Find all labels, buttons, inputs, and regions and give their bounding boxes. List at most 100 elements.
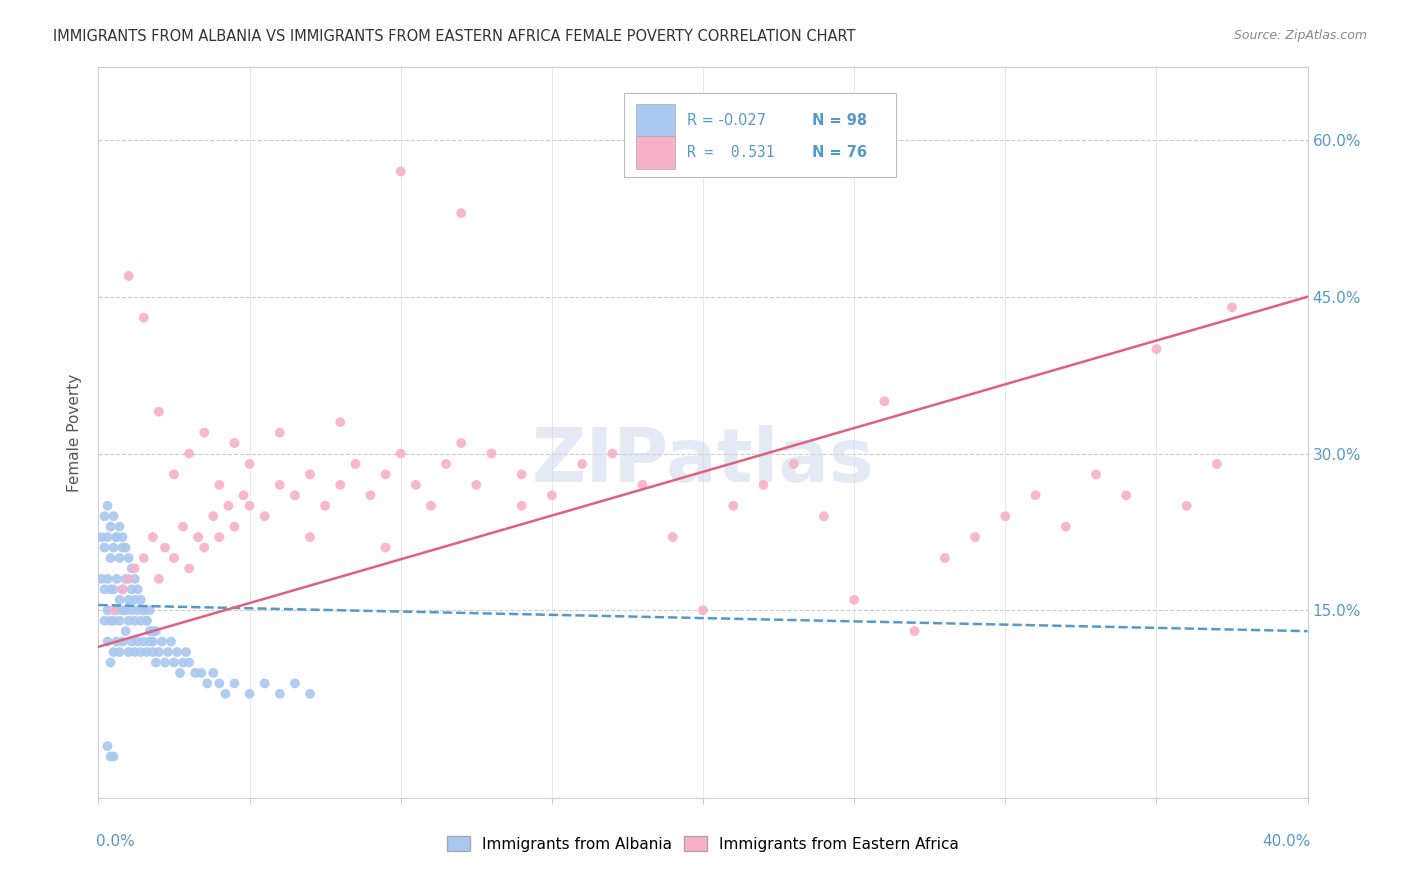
Point: [132, 634, 155, 648]
Point: [93, 509, 115, 524]
Point: [139, 634, 162, 648]
Point: [193, 425, 215, 440]
Point: [631, 478, 654, 492]
Point: [108, 519, 131, 533]
Text: Source: ZipAtlas.com: Source: ZipAtlas.com: [1233, 29, 1367, 42]
Point: [108, 614, 131, 628]
Point: [602, 446, 624, 460]
Point: [179, 446, 201, 460]
Text: N = 76: N = 76: [811, 145, 868, 160]
Point: [166, 645, 188, 659]
Point: [150, 634, 173, 648]
Point: [202, 665, 225, 680]
Point: [90, 530, 112, 544]
Point: [105, 634, 128, 648]
Point: [284, 488, 307, 502]
Point: [269, 687, 291, 701]
Point: [202, 509, 225, 524]
Point: [1115, 488, 1137, 502]
Point: [187, 530, 209, 544]
Point: [314, 499, 336, 513]
Point: [190, 665, 212, 680]
Point: [239, 457, 262, 471]
Point: [934, 551, 956, 566]
Point: [465, 478, 488, 492]
Point: [118, 592, 141, 607]
Point: [132, 551, 155, 566]
Point: [224, 519, 246, 533]
Point: [813, 509, 835, 524]
Point: [108, 645, 131, 659]
Point: [723, 499, 745, 513]
Point: [135, 645, 157, 659]
Point: [299, 530, 322, 544]
Point: [124, 592, 146, 607]
Point: [269, 478, 291, 492]
Point: [450, 436, 472, 450]
Point: [129, 592, 152, 607]
Text: R =  0.531: R = 0.531: [688, 145, 775, 160]
Point: [179, 656, 201, 670]
Point: [420, 499, 443, 513]
Point: [169, 665, 191, 680]
Point: [111, 541, 134, 555]
Point: [127, 603, 149, 617]
Point: [1220, 300, 1243, 314]
Point: [118, 614, 141, 628]
Text: 40.0%: 40.0%: [1263, 834, 1310, 848]
Point: [129, 645, 152, 659]
FancyBboxPatch shape: [637, 136, 675, 169]
Point: [96, 499, 118, 513]
Point: [105, 572, 128, 586]
Point: [139, 624, 162, 639]
Point: [160, 634, 183, 648]
Point: [172, 519, 194, 533]
Text: N = 98: N = 98: [811, 112, 868, 128]
Point: [96, 603, 118, 617]
Point: [96, 572, 118, 586]
Point: [111, 634, 134, 648]
Point: [103, 582, 125, 597]
Point: [100, 551, 122, 566]
Point: [540, 488, 562, 502]
Point: [114, 624, 136, 639]
Point: [360, 488, 382, 502]
Point: [135, 614, 157, 628]
Point: [108, 551, 131, 566]
Point: [174, 645, 197, 659]
Point: [253, 676, 276, 690]
Point: [100, 749, 122, 764]
Point: [121, 634, 143, 648]
Point: [111, 582, 134, 597]
Point: [844, 592, 866, 607]
Point: [1085, 467, 1108, 482]
Point: [111, 530, 134, 544]
Point: [217, 499, 239, 513]
Point: [163, 656, 186, 670]
Point: [153, 541, 176, 555]
Point: [214, 687, 236, 701]
Point: [389, 164, 412, 178]
Point: [965, 530, 987, 544]
Point: [139, 603, 162, 617]
Point: [121, 561, 143, 575]
Point: [1024, 488, 1046, 502]
Point: [253, 509, 276, 524]
Point: [132, 603, 155, 617]
Point: [105, 530, 128, 544]
Point: [153, 656, 176, 670]
Point: [1206, 457, 1229, 471]
Point: [239, 687, 262, 701]
Point: [124, 614, 146, 628]
Point: [179, 561, 201, 575]
Point: [142, 530, 165, 544]
Point: [269, 425, 291, 440]
Text: IMMIGRANTS FROM ALBANIA VS IMMIGRANTS FROM EASTERN AFRICA FEMALE POVERTY CORRELA: IMMIGRANTS FROM ALBANIA VS IMMIGRANTS FR…: [53, 29, 856, 44]
Point: [121, 582, 143, 597]
Point: [224, 676, 246, 690]
Text: 0.0%: 0.0%: [96, 834, 135, 848]
Point: [121, 603, 143, 617]
Point: [752, 478, 775, 492]
Point: [127, 582, 149, 597]
Point: [284, 676, 307, 690]
